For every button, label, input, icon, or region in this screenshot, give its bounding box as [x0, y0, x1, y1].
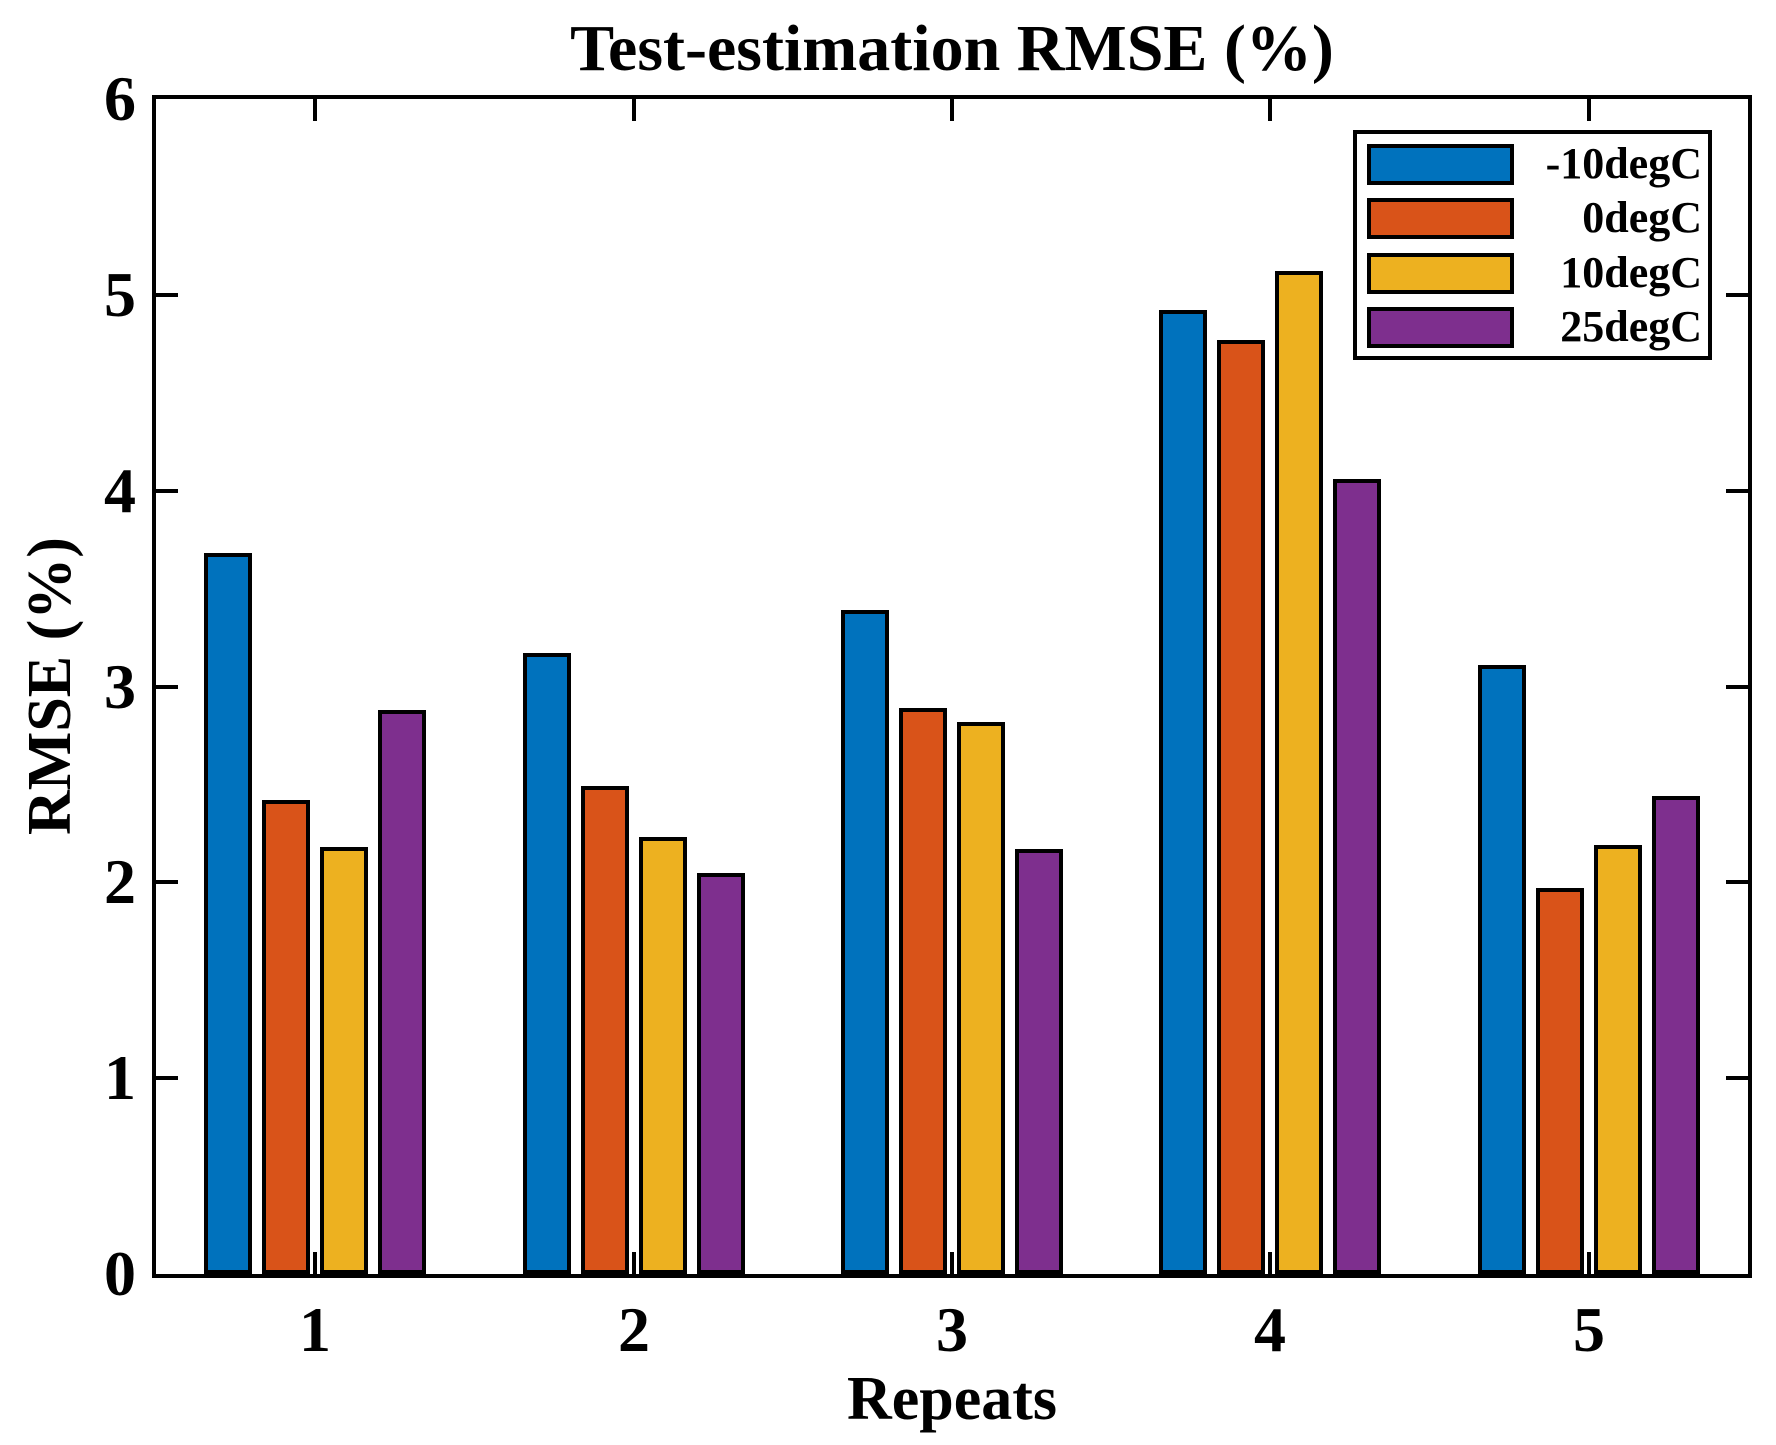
- chart-title: Test-estimation RMSE (%): [570, 12, 1334, 85]
- x-tick-mark-top-3: [950, 99, 954, 121]
- y-tick-mark-right-3: [1726, 685, 1748, 689]
- y-tick-mark-left-2: [156, 880, 178, 884]
- bar-10degC-rep2: [639, 837, 687, 1274]
- y-tick-label-1: 1: [104, 1042, 136, 1113]
- bar-0degC-rep3: [899, 708, 947, 1274]
- x-tick-mark-bottom-4: [1268, 1252, 1272, 1274]
- bar-25degC-rep5: [1652, 796, 1700, 1274]
- legend-label-0degC: 0degC: [1582, 193, 1702, 242]
- bar-10degC-rep4: [1275, 271, 1323, 1274]
- bar--10degC-rep4: [1159, 310, 1207, 1274]
- bar-0degC-rep5: [1536, 888, 1584, 1274]
- x-tick-label-5: 5: [1573, 1294, 1605, 1365]
- x-tick-mark-bottom-3: [950, 1252, 954, 1274]
- legend-swatch-10degC: [1367, 253, 1514, 294]
- x-tick-label-3: 3: [936, 1294, 968, 1365]
- bar-0degC-rep1: [262, 800, 310, 1274]
- y-tick-mark-left-3: [156, 685, 178, 689]
- bar-25degC-rep4: [1333, 479, 1381, 1274]
- bar--10degC-rep5: [1478, 665, 1526, 1274]
- legend: -10degC 0degC 10degC 25degC: [1353, 130, 1712, 360]
- y-tick-mark-right-4: [1726, 489, 1748, 493]
- bar-10degC-rep3: [957, 722, 1005, 1274]
- legend-swatch--10degC: [1367, 144, 1514, 185]
- y-tick-mark-right-2: [1726, 880, 1748, 884]
- bar-25degC-rep3: [1015, 849, 1063, 1274]
- legend-swatch-0degC: [1367, 198, 1514, 239]
- bar--10degC-rep3: [841, 610, 889, 1274]
- x-tick-label-2: 2: [618, 1294, 650, 1365]
- y-tick-label-3: 3: [104, 651, 136, 722]
- bar--10degC-rep1: [204, 553, 252, 1274]
- y-tick-mark-left-1: [156, 1076, 178, 1080]
- y-tick-label-4: 4: [104, 455, 136, 526]
- legend-label--10degC: -10degC: [1545, 139, 1702, 188]
- bar-0degC-rep4: [1217, 340, 1265, 1274]
- x-tick-mark-bottom-5: [1587, 1252, 1591, 1274]
- x-tick-mark-bottom-1: [313, 1252, 317, 1274]
- y-tick-mark-left-5: [156, 293, 178, 297]
- legend-label-25degC: 25degC: [1560, 302, 1702, 351]
- x-tick-label-1: 1: [299, 1294, 331, 1365]
- x-tick-mark-top-5: [1587, 99, 1591, 121]
- x-axis-label: Repeats: [846, 1365, 1058, 1433]
- y-tick-mark-right-1: [1726, 1076, 1748, 1080]
- bar--10degC-rep2: [523, 653, 571, 1274]
- bar-10degC-rep5: [1594, 845, 1642, 1274]
- y-tick-label-0: 0: [104, 1238, 136, 1309]
- legend-label-10degC: 10degC: [1560, 248, 1702, 297]
- y-tick-label-2: 2: [104, 846, 136, 917]
- bar-10degC-rep1: [320, 847, 368, 1274]
- bar-25degC-rep1: [378, 710, 426, 1274]
- legend-swatch-25degC: [1367, 307, 1514, 348]
- x-tick-label-4: 4: [1254, 1294, 1286, 1365]
- y-tick-label-5: 5: [104, 259, 136, 330]
- y-tick-mark-left-4: [156, 489, 178, 493]
- x-tick-mark-bottom-2: [632, 1252, 636, 1274]
- y-tick-label-6: 6: [104, 63, 136, 134]
- x-tick-mark-top-2: [632, 99, 636, 121]
- y-tick-mark-right-5: [1726, 293, 1748, 297]
- x-tick-mark-top-4: [1268, 99, 1272, 121]
- bar-25degC-rep2: [697, 873, 745, 1274]
- bar-0degC-rep2: [581, 786, 629, 1274]
- x-tick-mark-top-1: [313, 99, 317, 121]
